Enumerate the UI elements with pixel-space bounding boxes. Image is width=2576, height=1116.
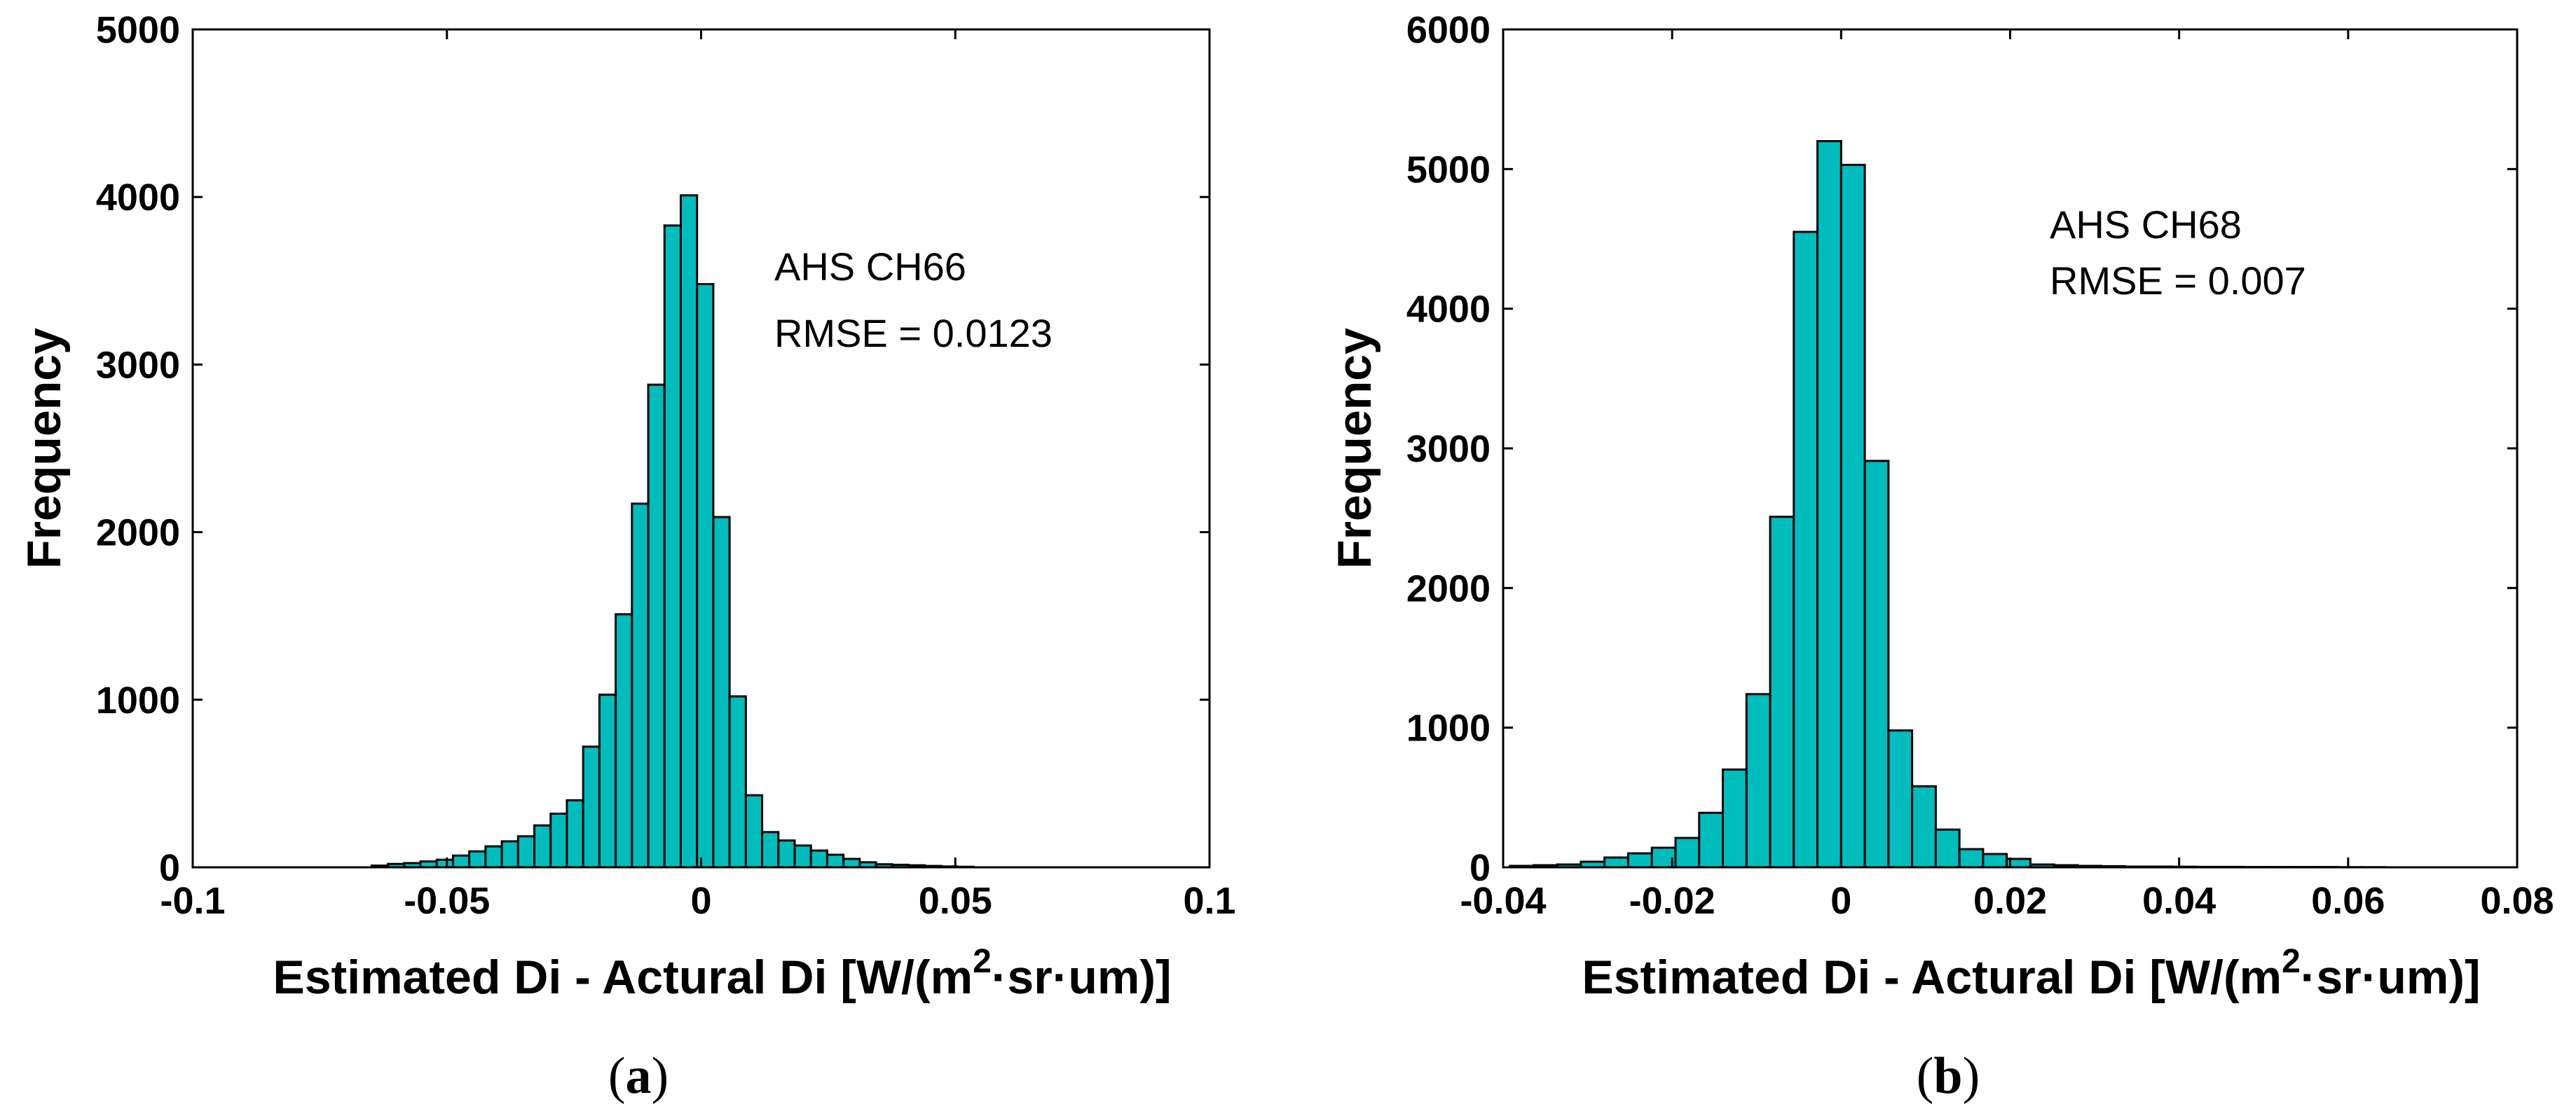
panel-a-histogram-bar <box>793 844 812 869</box>
panel-b-histogram-bar <box>1674 836 1701 869</box>
panel-a-x-tick-label: 0.1 <box>1183 880 1235 922</box>
panel-a-histogram-bar <box>500 840 519 869</box>
panel-a-histogram-bar <box>484 845 503 869</box>
panel-b-x-tick-label: -0.02 <box>1629 880 1715 922</box>
panel-a-histogram-bar <box>631 502 650 869</box>
panel-b-histogram-bar <box>1769 516 1795 869</box>
panel-b-histogram-bar <box>1603 856 1629 869</box>
panel-a-x-axis-label-main: Estimated Di - Actural Di [W/(m <box>273 951 973 1004</box>
panel-b-x-axis-label-main: Estimated Di - Actural Di [W/(m <box>1582 951 2282 1004</box>
panel-a-histogram-bar <box>647 383 666 869</box>
panel-a-x-axis-label: Estimated Di - Actural Di [W/(m2·sr·um)] <box>273 943 1171 1004</box>
panel-b-histogram-bar <box>1816 139 1842 869</box>
panel-b-annotation-line: AHS CH68 <box>2050 202 2242 247</box>
panel-a-y-tick-label: 5000 <box>96 9 180 51</box>
panel-b-y-tick-label: 1000 <box>1406 708 1491 750</box>
panel-b-histogram-bar <box>1839 163 1866 869</box>
panel-a-y-axis-label: Frequency <box>18 328 71 569</box>
panel-b-y-tick-label: 6000 <box>1406 9 1491 51</box>
panel-a-histogram-bar <box>566 799 584 869</box>
panel-a-histogram-bar <box>728 695 747 869</box>
panel-b-y-tick-label: 2000 <box>1406 567 1491 609</box>
panel-a-histogram-bar <box>777 839 796 869</box>
panel-b-caption-part: b <box>1933 1047 1962 1105</box>
panel-b-y-tick-label: 0 <box>1469 847 1491 889</box>
panel-b-histogram-bar <box>1887 729 1914 869</box>
panel-a-annotation-line: AHS CH66 <box>774 244 966 289</box>
panel-b-annotation-line: RMSE = 0.007 <box>2050 259 2306 303</box>
panel-a-y-tick-label: 2000 <box>96 512 180 554</box>
panel-b-histogram-bar <box>1698 811 1725 869</box>
panel-a-histogram-bar <box>533 824 552 869</box>
panel-a-histogram-bar <box>842 857 861 869</box>
panel-b-y-tick-label: 4000 <box>1406 289 1491 331</box>
panel-b-x-tick-label: 0 <box>1830 880 1851 922</box>
panel-a-caption: (a) <box>608 1047 669 1105</box>
panel-a-histogram-bar <box>809 849 828 869</box>
panel-b-y-tick-label: 5000 <box>1406 149 1491 191</box>
panel-a-histogram-bar <box>516 835 536 869</box>
panel-a-histogram-bar <box>663 224 682 869</box>
panel-a-x-tick-label: 0 <box>690 880 711 922</box>
panel-a-caption-part: ) <box>652 1047 669 1105</box>
panel-b-x-tick-label: 0.08 <box>2480 880 2554 922</box>
panel-a-y-tick-label: 0 <box>159 847 180 889</box>
panel-b-y-tick-label: 3000 <box>1406 428 1491 470</box>
panel-b-x-tick-label: 0.06 <box>2311 880 2385 922</box>
panel-b-histogram-bar <box>1958 848 1985 869</box>
panel-b-x-axis-label-superscript: 2 <box>2282 943 2301 980</box>
panel-a-histogram-bar <box>615 613 633 869</box>
panel-b-x-tick-label: 0.04 <box>2142 880 2216 922</box>
panel-b-x-tick-label: -0.04 <box>1460 880 1546 922</box>
panel-a-histogram-bar <box>468 850 487 869</box>
panel-a-x-axis-label-superscript: 2 <box>973 943 992 980</box>
panel-b-x-axis-label-tail: ·sr·um)] <box>2301 951 2481 1004</box>
panel-b-x-axis-label: Estimated Di - Actural Di [W/(m2·sr·um)] <box>1582 943 2480 1004</box>
panel-a-histogram-bar <box>549 812 568 869</box>
panel-b-caption-part: ) <box>1963 1047 1980 1105</box>
panel-a-histogram-bar <box>582 745 601 869</box>
panel-a-histogram-bar <box>761 831 780 869</box>
panel-a-x-axis-label-tail: ·sr·um)] <box>992 951 1172 1004</box>
panel-a-histogram-bar <box>825 853 845 869</box>
panel-a-y-tick-label: 3000 <box>96 344 180 386</box>
panel-b-histogram-bar <box>1911 785 1937 869</box>
panel-b-histogram-bar <box>1722 768 1748 869</box>
panel-b-histogram-bar <box>1863 460 1890 869</box>
panel-a-annotation-line: RMSE = 0.0123 <box>774 311 1053 355</box>
panel-a-x-tick-label: -0.05 <box>404 880 490 922</box>
panel-a-y-tick-label: 4000 <box>96 177 180 219</box>
panel-a-histogram-bar <box>696 283 715 869</box>
panel-b-histogram-bar <box>1626 852 1653 869</box>
panel-a-histogram-bar <box>744 794 764 869</box>
panel-b-histogram-bar <box>1793 230 1819 869</box>
panel-a-histogram-bar <box>679 194 699 869</box>
panel-a-histogram-bar <box>451 854 471 869</box>
panel-a-y-tick-label: 1000 <box>96 680 180 722</box>
panel-b-y-axis-label: Frequency <box>1328 328 1381 569</box>
panel-b-plot-frame <box>1502 28 2519 869</box>
panel-a-x-tick-label: 0.05 <box>919 880 992 922</box>
panel-a-histogram-bar <box>435 858 454 869</box>
panel-a-histogram-bar <box>598 694 617 869</box>
panel-a-histogram-bar <box>712 516 731 869</box>
panel-b-histogram-bar <box>1745 693 1772 869</box>
panel-b-x-tick-label: 0.02 <box>1973 880 2047 922</box>
panel-a-caption-part: ( <box>608 1047 626 1105</box>
panel-a-caption-part: a <box>626 1047 652 1105</box>
panel-b-histogram-bar <box>1982 853 2008 869</box>
panel-a-x-tick-label: -0.1 <box>160 880 225 922</box>
panel-b-caption-part: ( <box>1917 1047 1934 1105</box>
panel-b-histogram-bar <box>1934 828 1961 869</box>
panel-b-caption: (b) <box>1917 1047 1980 1105</box>
